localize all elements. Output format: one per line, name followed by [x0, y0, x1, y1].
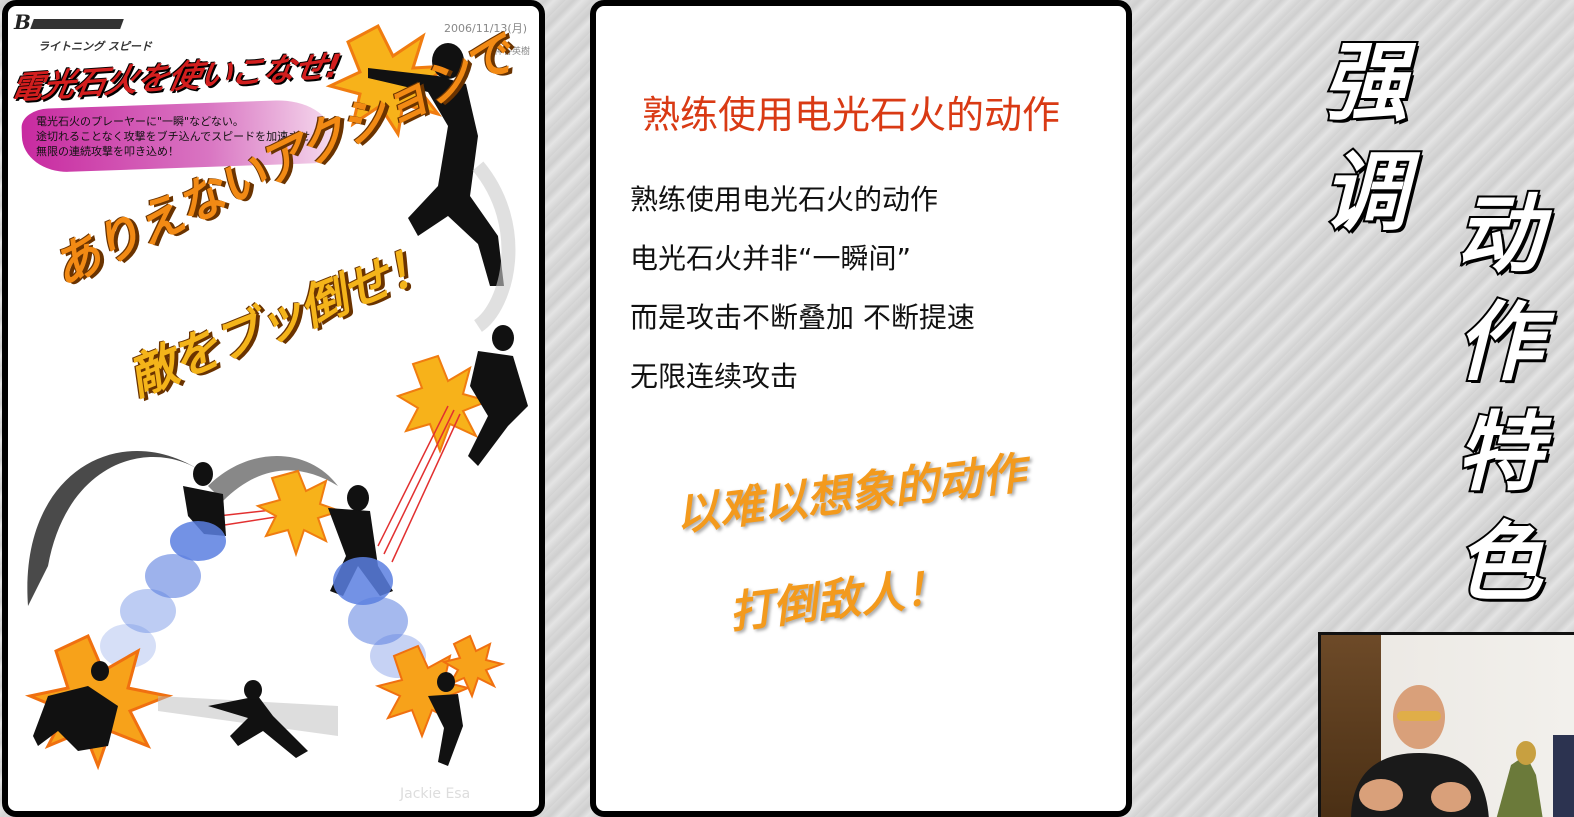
caption-char: 特 [1454, 403, 1544, 503]
title-reading: ライトニング スピード [38, 40, 152, 53]
laser-lines [217, 405, 461, 563]
slide-points: 熟练使用电光石火的动作 电光石火并非“一瞬间” 而是攻击不断叠加 不断提速 无限… [630, 170, 975, 406]
explosion-burst [395, 354, 492, 454]
caption-char: 动 [1454, 185, 1544, 285]
motion-blur [208, 456, 338, 501]
logo: B [14, 10, 124, 34]
description-line: 無限の連続攻撃を叩き込め！ [36, 145, 179, 158]
silhouette-figure [368, 43, 504, 286]
caption-char: 强 [1320, 33, 1410, 133]
description-line: 途切れることなく攻撃をブチ込んでスピードを加速させ、 [36, 130, 322, 143]
explosion-burst [255, 469, 344, 558]
caption-char: 调 [1320, 143, 1410, 243]
doc-author: 神谷英樹 [494, 47, 531, 57]
slide-slogan-2: 打倒敌人！ [726, 561, 951, 640]
silhouette-figure [468, 325, 528, 466]
watermark: Jackie Esa [400, 786, 471, 802]
slide-point: 而是攻击不断叠加 不断提速 [630, 301, 975, 334]
translation-slide: 熟练使用电光石火的动作 熟练使用电光石火的动作 电光石火并非“一瞬间” 而是攻击… [590, 0, 1132, 817]
slide-point: 无限连续攻击 [630, 360, 799, 393]
action-illustration [24, 23, 528, 771]
doc-date: 2006/11/13(月) [444, 22, 527, 35]
caption-char: 作 [1454, 293, 1544, 393]
slide-point: 熟练使用电光石火的动作 [630, 183, 939, 216]
webcam-overlay [1318, 632, 1574, 817]
silhouette-figure [33, 661, 463, 766]
caption-char: 色 [1454, 513, 1544, 613]
description: 電光石火のプレーヤーに"一瞬"などない。 途切れることなく攻撃をブチ込んでスピー… [36, 114, 321, 159]
slide-slogan-1: 以难以想象的动作 [672, 447, 1029, 542]
motion-blur [27, 451, 208, 606]
slide-point: 电光石火并非“一瞬间” [630, 242, 912, 275]
presenter-video [1351, 685, 1574, 817]
motion-blur [472, 161, 516, 332]
slide-title: 熟练使用电光石火的动作 [642, 93, 1061, 137]
afterimages [100, 521, 426, 678]
design-doc-page: B 2006/11/13(月) 神谷英樹 ライトニング スピード 電光石火を使い… [2, 0, 545, 817]
description-line: 電光石火のプレーヤーに"一瞬"などない。 [36, 115, 244, 128]
